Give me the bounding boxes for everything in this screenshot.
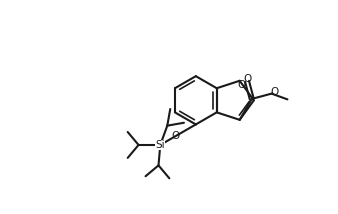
Text: O: O xyxy=(237,80,245,90)
Text: Si: Si xyxy=(155,140,165,150)
Text: O: O xyxy=(243,74,251,84)
Text: O: O xyxy=(171,131,179,141)
Text: O: O xyxy=(271,87,279,97)
